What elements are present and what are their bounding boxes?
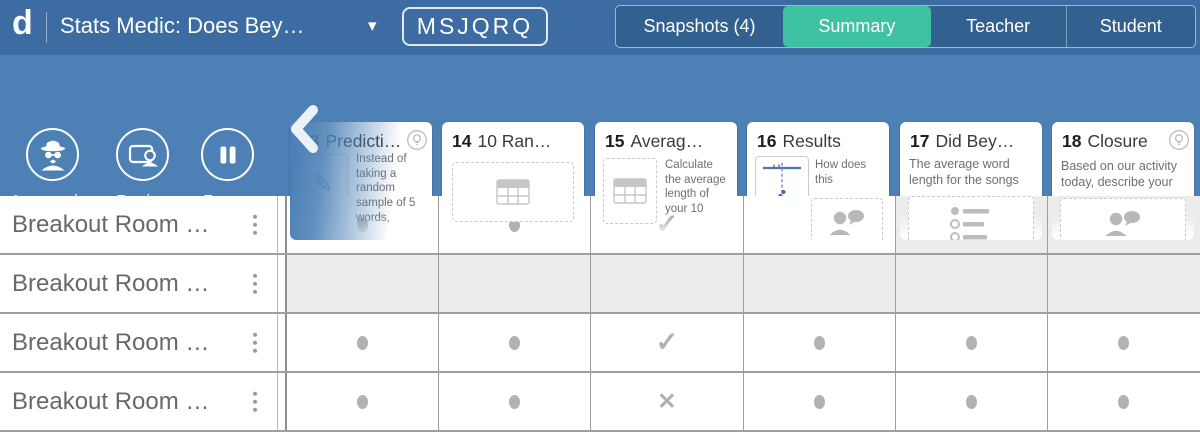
row-cells [285, 373, 1200, 430]
table-row: Breakout Room … [0, 314, 1200, 373]
anonymize-spy-icon [40, 140, 65, 170]
student-group-label-cell[interactable]: Breakout Room … [0, 255, 278, 312]
status-cell[interactable] [744, 196, 896, 253]
gutter [278, 373, 285, 430]
discussion-icon [1105, 211, 1140, 236]
status-cell[interactable] [287, 373, 440, 430]
response-placeholder [452, 162, 574, 222]
status-cell[interactable] [743, 255, 896, 312]
status-cell[interactable] [439, 255, 592, 312]
status-cell[interactable] [1047, 255, 1200, 312]
status-cell[interactable] [591, 373, 744, 430]
student-group-label-cell[interactable]: Breakout Room … [0, 314, 278, 371]
desmos-logo[interactable]: d [12, 4, 33, 42]
table-row: Breakout Room … [0, 255, 1200, 314]
status-cell[interactable] [895, 255, 1048, 312]
row-menu-button[interactable] [249, 387, 262, 416]
student-group-label-cell[interactable]: Breakout Room … [0, 196, 278, 253]
pause-icon [220, 146, 235, 163]
status-cell[interactable] [744, 373, 896, 430]
screen-card-title: 18 Closure [1062, 131, 1148, 151]
class-code-button[interactable]: MSJQRQ [402, 7, 548, 46]
response-placeholder [1060, 198, 1186, 240]
tab-student[interactable]: Student [1065, 6, 1195, 47]
pause-button[interactable] [201, 128, 254, 181]
group-name: Breakout Room … [12, 269, 210, 297]
view-tab-group: Snapshots (4) Summary Teacher Student [615, 5, 1196, 48]
tab-summary[interactable]: Summary [782, 6, 931, 47]
screen-card-17[interactable]: 17 Did Bey… The average word length for t… [900, 122, 1042, 240]
group-name: Breakout Room … [12, 328, 210, 356]
teacher-toolbar: Anonymize Pacing Pause 59 students ↓ Tim… [0, 55, 1200, 240]
activity-dropdown-caret-icon[interactable]: ▾ [368, 16, 377, 35]
row-cells [285, 314, 1200, 371]
screen-card-description: How does this [815, 159, 867, 186]
anonymize-button[interactable] [26, 128, 79, 181]
tab-snapshots[interactable]: Snapshots (4) [643, 16, 756, 36]
gutter [278, 314, 285, 371]
gutter [278, 255, 285, 312]
table-icon [613, 178, 647, 204]
screen-card-title: 15 Averag… [605, 131, 704, 151]
response-placeholder [908, 196, 1034, 240]
screen-card-14[interactable]: 14 10 Ran… [442, 122, 584, 240]
table-row: Breakout Room … [0, 373, 1200, 432]
status-cell[interactable] [287, 255, 440, 312]
status-cell[interactable] [439, 314, 592, 371]
screen-card-description: The average word length for the songs [909, 157, 1019, 187]
screen-card-18[interactable]: 18 Closure Based on our activity today, d… [1052, 122, 1194, 240]
pacing-icon [128, 144, 158, 166]
response-placeholder [603, 158, 657, 224]
status-cell[interactable] [744, 314, 896, 371]
previous-screens-button[interactable] [287, 103, 323, 155]
row-menu-button[interactable] [249, 269, 262, 298]
status-cell[interactable] [1048, 373, 1200, 430]
status-cell[interactable] [896, 314, 1048, 371]
status-cell[interactable] [439, 373, 592, 430]
top-bar: d Stats Medic: Does Bey… ▾ MSJQRQ Snapsh… [0, 0, 1200, 55]
status-cell[interactable] [896, 373, 1048, 430]
row-menu-button[interactable] [249, 210, 262, 239]
table-icon [496, 179, 530, 205]
status-cell[interactable] [591, 255, 744, 312]
student-group-label-cell[interactable]: Breakout Room … [0, 373, 278, 430]
row-menu-button[interactable] [249, 328, 262, 357]
group-name: Breakout Room … [12, 210, 210, 238]
screen-card-title: 14 10 Ran… [452, 131, 552, 151]
screen-card-description: Based on our activity today, describe yo… [1061, 159, 1178, 189]
screen-card-title: 17 Did Bey… [910, 131, 1015, 151]
status-cell[interactable] [591, 314, 744, 371]
divider [46, 12, 47, 43]
status-cell[interactable] [1048, 314, 1200, 371]
row-cells [285, 255, 1200, 312]
multiple-choice-icon [950, 207, 989, 240]
response-placeholder [811, 198, 883, 240]
pacing-button[interactable] [116, 128, 169, 181]
tab-teacher[interactable]: Teacher [966, 16, 1031, 36]
group-name: Breakout Room … [12, 387, 210, 415]
discussion-icon [829, 210, 864, 235]
screen-card-description: Instead of taking a random sample of 5 w… [356, 153, 416, 224]
activity-title[interactable]: Stats Medic: Does Bey… [60, 13, 305, 38]
lightbulb-icon [407, 130, 427, 150]
screen-card-title: 16 Results [757, 131, 841, 151]
screen-card-description: Calculate the average length of your 10 [665, 159, 726, 216]
lightbulb-icon [1169, 130, 1189, 150]
status-cell[interactable] [287, 314, 440, 371]
gutter [278, 196, 285, 253]
